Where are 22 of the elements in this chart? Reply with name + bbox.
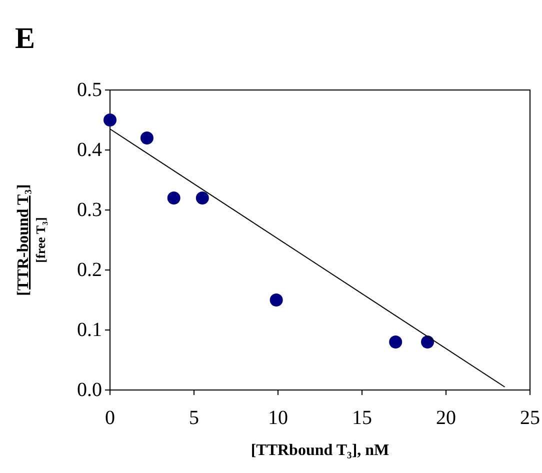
point [421,336,434,348]
x-axis-title: [TTRbound T₃], nM [250,442,390,459]
point [196,192,209,204]
x-tick-label: 15 [352,407,372,429]
y-tick-label: 0.1 [77,319,102,341]
chart-title: E [15,22,36,55]
x-tick-label: 20 [436,407,456,429]
x-tick-label: 5 [189,407,199,429]
y-axis-title: [TTR-bound T₃] [free T₃] [15,184,48,296]
x-tick-label: 25 [520,407,540,429]
point [104,114,116,126]
point [140,132,154,144]
x-tick-label: 0 [105,407,115,429]
y-tick-label: 0.4 [77,139,102,161]
point [270,294,283,306]
x-tick-label: 10 [268,407,288,429]
point [389,336,402,348]
point [167,192,180,204]
y-tick-label: 0.2 [77,259,102,281]
y-tick-label: 0.5 [77,79,102,101]
y-tick-label: 0.3 [77,199,102,221]
y-tick-label: 0.0 [77,379,102,401]
